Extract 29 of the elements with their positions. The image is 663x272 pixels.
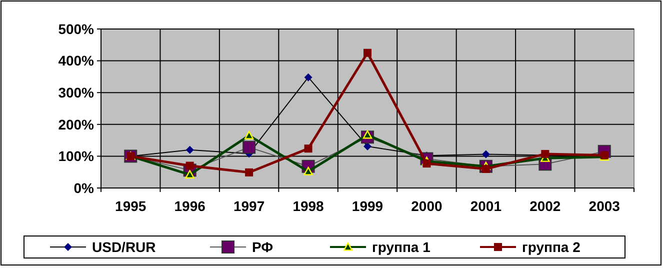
y-tick-label: 500% — [58, 20, 95, 37]
x-tick-label: 2001 — [470, 198, 502, 214]
point — [244, 130, 254, 140]
y-tick-label: 400% — [58, 52, 95, 69]
point — [186, 162, 194, 170]
x-tick-label: 2002 — [530, 198, 561, 214]
point — [304, 73, 312, 82]
y-tick-label: 300% — [58, 84, 95, 100]
x-tick-label: 1998 — [292, 198, 324, 214]
x-tick-label: 1995 — [115, 198, 146, 214]
y-tick-label: 200% — [58, 116, 95, 132]
legend-label: РФ — [252, 238, 274, 255]
point — [364, 48, 372, 57]
point — [304, 144, 312, 153]
point — [186, 146, 194, 154]
y-tick-label: 100% — [58, 148, 95, 164]
legend-label: USD/RUR — [92, 238, 156, 255]
x-tick-label: 2000 — [411, 198, 443, 214]
x-tick-label: 1997 — [233, 198, 265, 214]
point — [422, 160, 431, 168]
legend-label: группа 1 — [372, 238, 431, 255]
legend-label: группа 2 — [522, 238, 581, 255]
y-tick-label: 0% — [74, 180, 95, 196]
point — [482, 150, 490, 158]
point — [242, 140, 256, 154]
x-tick-label: 1999 — [352, 198, 384, 214]
x-tick-label: 1996 — [174, 198, 206, 214]
point — [245, 168, 254, 176]
x-tick-label: 2003 — [588, 198, 620, 214]
